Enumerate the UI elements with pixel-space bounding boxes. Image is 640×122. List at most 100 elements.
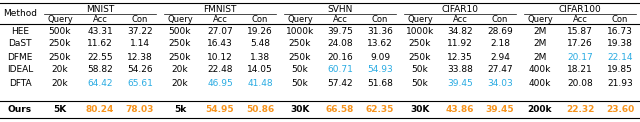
Text: 51.68: 51.68 [367,78,393,87]
Text: 33.88: 33.88 [447,66,473,75]
Text: 30K: 30K [291,105,310,113]
Text: 34.82: 34.82 [447,26,473,36]
Text: SVHN: SVHN [327,5,353,14]
Text: Acc: Acc [333,15,348,24]
Text: Acc: Acc [212,15,227,24]
Text: 54.95: 54.95 [205,105,234,113]
Text: 22.32: 22.32 [566,105,594,113]
Text: 11.62: 11.62 [87,40,113,49]
Text: 50.86: 50.86 [246,105,274,113]
Text: 62.35: 62.35 [366,105,394,113]
Text: HEE: HEE [11,26,29,36]
Text: 12.35: 12.35 [447,52,473,61]
Text: 28.69: 28.69 [487,26,513,36]
Text: 27.47: 27.47 [487,66,513,75]
Text: Query: Query [407,15,433,24]
Text: 50k: 50k [292,66,308,75]
Text: Query: Query [47,15,73,24]
Text: DaST: DaST [8,40,32,49]
Text: 1000k: 1000k [406,26,434,36]
Text: 50k: 50k [412,66,428,75]
Text: DFTA: DFTA [9,78,31,87]
Text: 19.85: 19.85 [607,66,633,75]
Text: 5.48: 5.48 [250,40,270,49]
Text: 58.82: 58.82 [87,66,113,75]
Text: 23.60: 23.60 [606,105,634,113]
Text: Con: Con [372,15,388,24]
Text: Query: Query [527,15,553,24]
Text: 15.87: 15.87 [567,26,593,36]
Text: 250k: 250k [169,40,191,49]
Text: Con: Con [612,15,628,24]
Text: 2M: 2M [533,40,547,49]
Text: Acc: Acc [93,15,108,24]
Text: 20k: 20k [172,66,188,75]
Text: 22.14: 22.14 [607,52,633,61]
Text: 2.94: 2.94 [490,52,510,61]
Text: 27.07: 27.07 [207,26,233,36]
Text: 12.38: 12.38 [127,52,153,61]
Text: 5k: 5k [174,105,186,113]
Text: 19.38: 19.38 [607,40,633,49]
Text: 20.17: 20.17 [567,52,593,61]
Text: 50k: 50k [412,78,428,87]
Text: 39.45: 39.45 [447,78,473,87]
Text: 16.43: 16.43 [207,40,233,49]
Text: 18.21: 18.21 [567,66,593,75]
Text: 250k: 250k [289,52,311,61]
Text: Con: Con [252,15,268,24]
Text: CIFAR100: CIFAR100 [559,5,602,14]
Text: 400k: 400k [529,78,551,87]
Text: 30K: 30K [410,105,429,113]
Text: 37.22: 37.22 [127,26,153,36]
Text: 80.24: 80.24 [86,105,114,113]
Text: 20k: 20k [52,66,68,75]
Text: 500k: 500k [169,26,191,36]
Text: 11.92: 11.92 [447,40,473,49]
Text: 20k: 20k [52,78,68,87]
Text: 17.26: 17.26 [567,40,593,49]
Text: 60.71: 60.71 [327,66,353,75]
Text: 250k: 250k [49,52,71,61]
Text: 43.31: 43.31 [87,26,113,36]
Text: Con: Con [132,15,148,24]
Text: 57.42: 57.42 [327,78,353,87]
Text: 19.26: 19.26 [247,26,273,36]
Text: 250k: 250k [289,40,311,49]
Text: 250k: 250k [409,40,431,49]
Text: 400k: 400k [529,66,551,75]
Text: 65.61: 65.61 [127,78,153,87]
Text: 200k: 200k [528,105,552,113]
Text: 1.38: 1.38 [250,52,270,61]
Text: 2M: 2M [533,52,547,61]
Text: 2M: 2M [533,26,547,36]
Text: 250k: 250k [49,40,71,49]
Text: 16.73: 16.73 [607,26,633,36]
Text: 20.16: 20.16 [327,52,353,61]
Text: 24.08: 24.08 [327,40,353,49]
Text: 66.58: 66.58 [326,105,354,113]
Text: 2.18: 2.18 [490,40,510,49]
Text: 10.12: 10.12 [207,52,233,61]
Text: CIFAR10: CIFAR10 [442,5,479,14]
Text: 50k: 50k [292,78,308,87]
Text: Query: Query [167,15,193,24]
Text: 41.48: 41.48 [247,78,273,87]
Text: 13.62: 13.62 [367,40,393,49]
Text: IDEAL: IDEAL [7,66,33,75]
Text: 39.45: 39.45 [486,105,515,113]
Text: 250k: 250k [409,52,431,61]
Text: 9.09: 9.09 [370,52,390,61]
Text: 500k: 500k [49,26,71,36]
Text: Acc: Acc [573,15,588,24]
Text: 78.03: 78.03 [126,105,154,113]
Text: 22.55: 22.55 [87,52,113,61]
Text: Con: Con [492,15,508,24]
Text: 54.93: 54.93 [367,66,393,75]
Text: 22.48: 22.48 [207,66,233,75]
Text: 21.93: 21.93 [607,78,633,87]
Text: 14.05: 14.05 [247,66,273,75]
Text: 54.26: 54.26 [127,66,153,75]
Text: Method: Method [3,10,37,19]
Text: Ours: Ours [8,105,32,113]
